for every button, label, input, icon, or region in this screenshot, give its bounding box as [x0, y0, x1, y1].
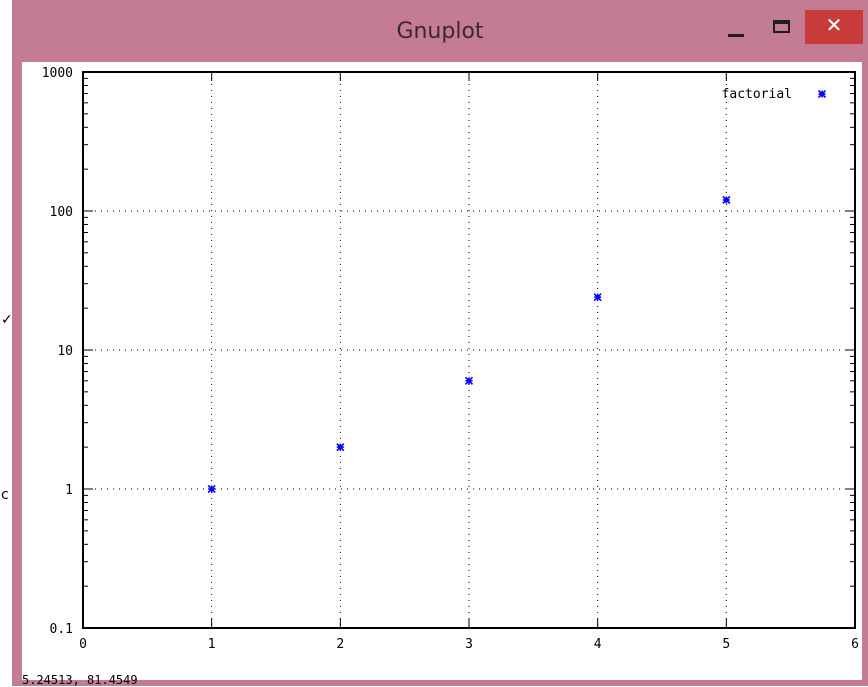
window-top-border — [12, 0, 868, 8]
data-point — [722, 195, 731, 205]
plot-border — [82, 71, 856, 629]
data-point — [336, 443, 345, 452]
close-button[interactable]: ✕ — [805, 10, 863, 44]
minimize-icon — [728, 34, 744, 37]
gnuplot-window: Gnuplot ✕ 0 1 2 3 4 5 6 0.1 1 10 100 1000 factorial … — [12, 8, 868, 687]
x-tick-label: 2 — [336, 637, 344, 652]
y-tick-label: 100 — [50, 205, 73, 220]
desktop-checkmark: ✓ — [1, 312, 13, 328]
x-tick-label: 4 — [594, 637, 602, 652]
minimize-button[interactable] — [716, 12, 756, 44]
data-point — [207, 484, 216, 494]
legend-marker — [817, 89, 827, 99]
desktop-background: ✓ c — [0, 0, 14, 686]
close-icon: ✕ — [825, 13, 843, 37]
data-point — [464, 376, 474, 385]
gnuplot-chart[interactable]: 0 1 2 3 4 5 6 0.1 1 10 100 1000 factorial — [22, 62, 862, 674]
legend-label: factorial — [722, 87, 792, 102]
x-tick-label: 0 — [79, 637, 87, 652]
x-tick-label: 3 — [465, 637, 473, 652]
mouse-coordinates: 5.24513, 81.4549 — [22, 673, 138, 687]
maximize-button[interactable] — [764, 12, 804, 44]
y-tick-label: 10 — [57, 344, 73, 359]
window-title: Gnuplot — [396, 19, 484, 44]
x-tick-label: 1 — [208, 637, 216, 652]
x-tick-label: 5 — [722, 637, 730, 652]
maximize-icon — [773, 20, 790, 33]
desktop-letter: c — [1, 487, 9, 503]
y-tick-label: 1000 — [42, 66, 73, 81]
x-tick-label: 6 — [851, 637, 859, 652]
y-tick-label: 1 — [65, 483, 73, 498]
plot-area[interactable]: 0 1 2 3 4 5 6 0.1 1 10 100 1000 factorial — [22, 62, 862, 680]
y-tick-label: 0.1 — [50, 622, 73, 637]
title-bar[interactable]: Gnuplot ✕ — [12, 8, 868, 62]
data-point — [593, 293, 602, 302]
